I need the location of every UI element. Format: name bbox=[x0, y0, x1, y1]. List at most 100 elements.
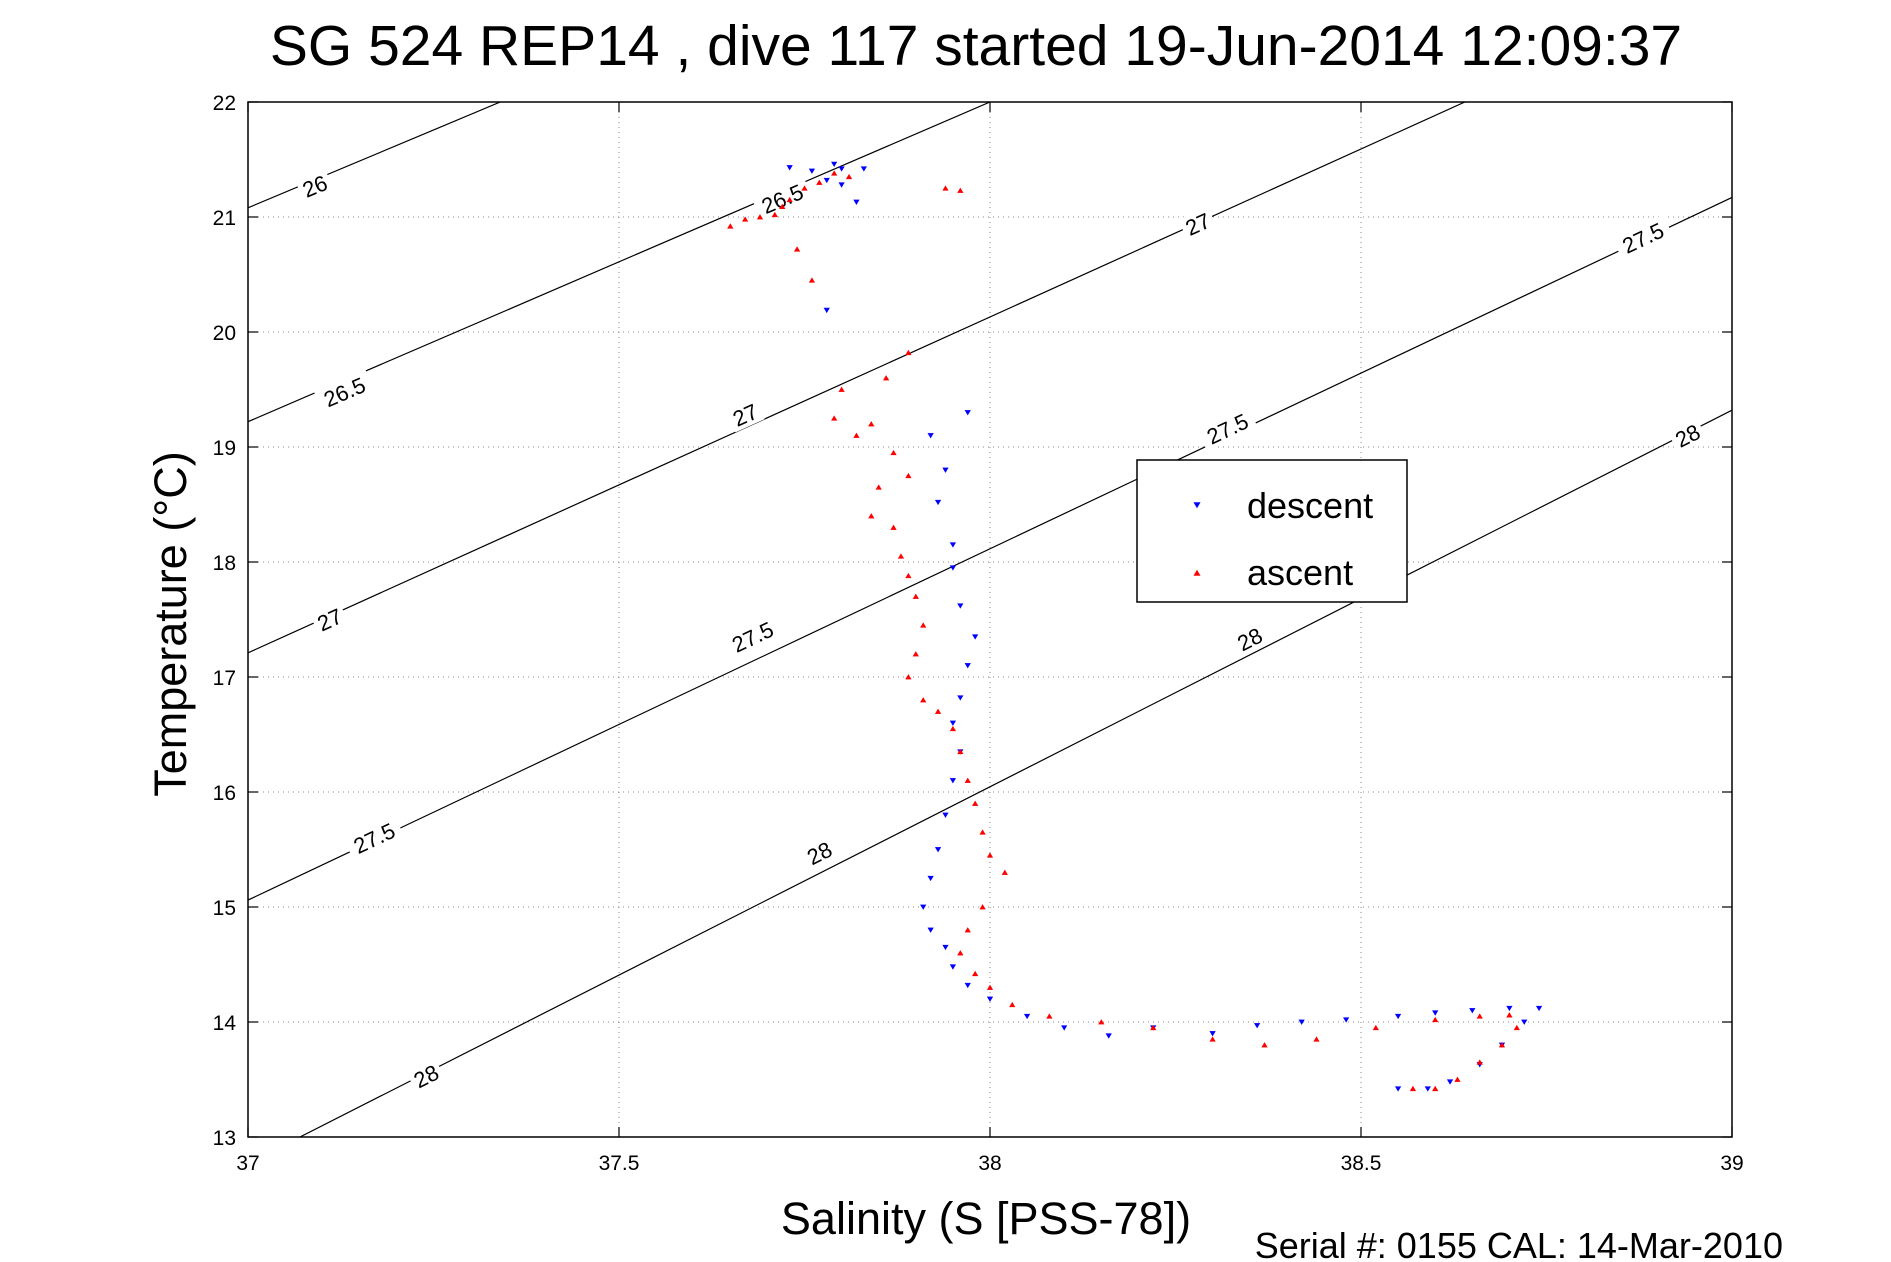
legend-label-descent: descent bbox=[1247, 485, 1373, 526]
data-point-ascent bbox=[905, 472, 912, 479]
x-tick-label: 39 bbox=[1720, 1152, 1743, 1175]
data-point-ascent bbox=[957, 748, 964, 755]
contour-line-26 bbox=[248, 102, 501, 209]
data-point-descent bbox=[942, 467, 949, 473]
data-point-descent bbox=[1105, 1033, 1112, 1039]
data-point-ascent bbox=[890, 449, 897, 456]
data-point-ascent bbox=[756, 214, 764, 220]
data-point-descent bbox=[1394, 1013, 1402, 1020]
data-point-descent bbox=[957, 603, 964, 609]
data-point-descent bbox=[927, 433, 934, 439]
data-point-descent bbox=[949, 565, 957, 571]
x-tick-label: 37.5 bbox=[599, 1152, 640, 1175]
data-point-ascent bbox=[986, 852, 994, 858]
data-point-ascent bbox=[1046, 1013, 1053, 1019]
data-point-ascent bbox=[793, 246, 801, 252]
data-point-ascent bbox=[868, 421, 875, 427]
data-point-descent bbox=[853, 199, 860, 205]
data-point-ascent bbox=[845, 173, 853, 180]
contour-line-26.5 bbox=[248, 102, 991, 423]
data-point-descent bbox=[949, 720, 957, 726]
contour-label-28: 28 bbox=[799, 835, 840, 871]
data-point-ascent bbox=[808, 277, 816, 283]
series-ascent bbox=[727, 170, 1520, 1092]
plot-area: 2626.526.527272727.527.527.527.528282828… bbox=[213, 92, 1744, 1175]
data-point-ascent bbox=[957, 187, 964, 193]
x-axis-ticks: 37 37.5 38 38.5 39 bbox=[236, 102, 1744, 1175]
data-point-ascent bbox=[1506, 1012, 1513, 1018]
data-point-descent bbox=[1446, 1079, 1454, 1085]
y-tick-label: 18 bbox=[213, 552, 236, 575]
data-point-ascent bbox=[1261, 1042, 1268, 1048]
y-tick-label: 20 bbox=[213, 322, 236, 345]
data-point-ascent bbox=[1001, 869, 1008, 875]
plot-frame bbox=[247, 101, 1733, 1138]
data-point-ascent bbox=[1498, 1042, 1506, 1048]
data-point-descent bbox=[786, 165, 793, 171]
data-point-descent bbox=[1506, 1005, 1513, 1012]
data-point-ascent bbox=[882, 375, 890, 381]
data-point-ascent bbox=[1476, 1013, 1483, 1019]
data-point-descent bbox=[949, 542, 957, 548]
data-point-descent bbox=[920, 904, 927, 910]
data-point-ascent bbox=[964, 777, 971, 783]
data-point-ascent bbox=[1432, 1016, 1439, 1023]
data-point-ascent bbox=[949, 725, 957, 732]
data-point-descent bbox=[860, 166, 867, 172]
data-point-ascent bbox=[979, 829, 986, 835]
x-tick-label: 38 bbox=[978, 1152, 1001, 1175]
data-point-descent bbox=[927, 927, 934, 933]
contour-label-27: 27 bbox=[1178, 206, 1218, 242]
data-point-descent bbox=[957, 695, 964, 701]
y-tick-label: 17 bbox=[213, 667, 236, 690]
data-point-ascent bbox=[831, 170, 838, 176]
legend-label-ascent: ascent bbox=[1247, 552, 1353, 593]
data-point-ascent bbox=[771, 211, 778, 218]
data-point-ascent bbox=[934, 708, 942, 714]
data-point-ascent bbox=[868, 513, 875, 519]
y-tick-label: 16 bbox=[213, 782, 236, 805]
data-point-descent bbox=[1424, 1086, 1431, 1092]
data-point-ascent bbox=[742, 216, 749, 222]
data-point-descent bbox=[964, 982, 971, 989]
data-point-descent bbox=[808, 168, 816, 174]
legend-marker-descent bbox=[1193, 502, 1201, 509]
data-point-ascent bbox=[912, 651, 919, 657]
data-point-ascent bbox=[1513, 1024, 1520, 1031]
data-point-ascent bbox=[905, 349, 912, 356]
x-axis-label: Salinity (S [PSS-78]) bbox=[781, 1193, 1191, 1244]
data-point-descent bbox=[972, 634, 979, 640]
contour-line-27 bbox=[248, 102, 1466, 654]
data-point-ascent bbox=[1372, 1024, 1379, 1031]
y-axis-label: Temperature (°C) bbox=[145, 451, 196, 797]
data-point-descent bbox=[927, 875, 934, 882]
data-point-descent bbox=[964, 663, 971, 669]
data-point-ascent bbox=[801, 185, 808, 191]
data-point-ascent bbox=[1009, 1001, 1016, 1008]
data-point-descent bbox=[1343, 1017, 1350, 1023]
data-point-ascent bbox=[905, 674, 912, 680]
legend-marker-ascent bbox=[1193, 569, 1201, 576]
x-tick-label: 38.5 bbox=[1341, 1152, 1382, 1175]
data-point-ascent bbox=[920, 697, 927, 703]
data-point-ascent bbox=[979, 904, 986, 910]
y-tick-label: 21 bbox=[213, 207, 236, 230]
data-point-ascent bbox=[786, 196, 793, 203]
serial-cal-footer: Serial #: 0155 CAL: 14-Mar-2010 bbox=[1255, 1225, 1783, 1262]
data-point-ascent bbox=[905, 572, 912, 579]
data-point-ascent bbox=[897, 553, 905, 559]
data-point-descent bbox=[1469, 1008, 1476, 1014]
data-point-ascent bbox=[957, 950, 964, 956]
data-point-ascent bbox=[912, 593, 919, 599]
data-point-descent bbox=[1061, 1025, 1068, 1031]
data-point-descent bbox=[1023, 1013, 1031, 1020]
data-point-descent bbox=[838, 166, 845, 172]
data-point-ascent bbox=[942, 185, 949, 191]
data-point-ascent bbox=[1098, 1019, 1105, 1025]
data-point-ascent bbox=[986, 984, 994, 990]
legend-box bbox=[1136, 459, 1408, 603]
data-point-ascent bbox=[779, 203, 786, 210]
data-point-descent bbox=[823, 177, 830, 184]
